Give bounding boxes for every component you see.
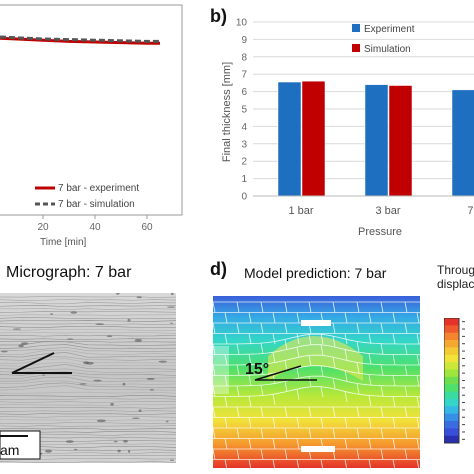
legend-label-simulation: 7 bar - simulation [58,199,135,210]
legend-swatch-simulation [352,44,360,52]
legend-label-experiment: Experiment [364,24,415,35]
bar-simulation-3-bar [388,85,413,197]
angle-label: 15° [245,361,269,378]
x-tick-label: 60 [141,222,153,233]
y-tick-label: 9 [241,35,247,46]
angle-marker [254,365,317,381]
y-tick-label: 1 [241,174,247,185]
y-tick-label: 5 [241,105,247,116]
x-tick-label: 1 bar [288,205,313,217]
series-line-simulation [0,35,160,43]
y-tick-label: 8 [241,52,247,63]
panel-c-title: Micrograph: 7 bar [6,264,132,281]
x-axis-title: Pressure [358,226,402,238]
colorbar [444,318,465,444]
x-tick-label: 20 [37,222,49,233]
colorbar-title-line-1: Throug [437,263,474,277]
bar-experiment-1-bar [277,81,302,197]
bar-experiment-7-b [451,89,474,197]
chart-legend: 7 bar - experiment 7 bar - simulation [35,183,139,210]
legend-label-experiment: 7 bar - experiment [58,183,139,194]
colorbar-title-line-2: displac [437,277,474,291]
y-axis-title: Final thickness [mm] [221,62,233,162]
panel-label-d: d) [210,259,227,279]
x-axis-title: Time [min] [40,237,87,248]
legend-label-simulation: Simulation [364,44,411,55]
y-tick-label: 10 [236,18,248,29]
legend-swatch-experiment [352,24,360,32]
y-tick-label: 4 [241,122,247,133]
panel-a-line-chart: 20 40 60 7 bar - experiment 7 bar - simula… [0,4,183,248]
x-tick-label: 40 [89,222,101,233]
bar-experiment-3-bar [364,84,389,197]
panel-label-b: b) [210,6,227,26]
plot-frame [0,4,183,216]
y-tick-label: 6 [241,87,247,98]
y-tick-label: 2 [241,157,247,168]
model-contour-plot: 15° [213,296,420,468]
y-tick-label: 3 [241,139,247,150]
panel-b-bar-chart: 0 1 2 3 4 5 6 7 8 9 10 1 bar 3 bar 7 b Final thicknes… [221,18,474,238]
bar-simulation-1-bar [301,80,326,197]
x-tick-label: 7 b [467,205,474,217]
y-tick-label: 0 [241,192,247,203]
y-tick-label: 7 [241,70,247,81]
chart-legend: Experiment Simulation [352,24,415,55]
micrograph-image: am [0,293,176,463]
panel-d-title: Model prediction: 7 bar [244,265,387,281]
x-tick-label: 3 bar [375,205,400,217]
angle-marker [11,352,72,374]
colorbar-title: Throug displac [437,263,474,291]
scale-bar-label: am [0,442,19,458]
